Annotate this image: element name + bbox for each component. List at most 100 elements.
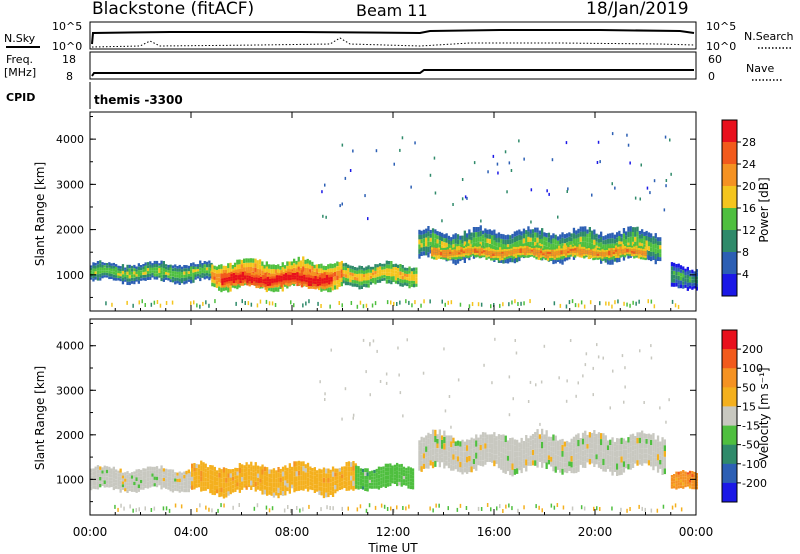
heatmap-cell xyxy=(155,473,159,477)
heatmap-cell xyxy=(484,228,487,233)
heatmap-cell xyxy=(386,479,390,483)
heatmap-cell xyxy=(313,264,316,269)
heatmap-cell xyxy=(393,162,395,166)
heatmap-cell xyxy=(637,247,640,250)
heatmap-cell xyxy=(593,454,596,461)
heatmap-cell xyxy=(187,271,190,274)
heatmap-cell xyxy=(566,451,569,458)
heatmap-cell xyxy=(603,251,606,254)
heatmap-cell xyxy=(213,481,216,486)
heatmap-cell xyxy=(554,448,557,455)
heatmap-cell xyxy=(90,270,93,273)
heatmap-cell xyxy=(554,460,557,467)
heatmap-cell xyxy=(408,284,411,289)
heatmap-cell xyxy=(300,485,303,491)
heatmap-cell xyxy=(257,272,260,276)
heatmap-cell xyxy=(543,344,546,348)
heatmap-cell xyxy=(611,456,614,463)
heatmap-cell xyxy=(361,486,365,490)
colorbar-tick-label: -15 xyxy=(742,420,760,433)
heatmap-cell xyxy=(572,467,576,474)
heatmap-cell xyxy=(247,262,250,267)
heatmap-cell xyxy=(101,467,104,471)
heatmap-cell xyxy=(518,139,520,143)
heatmap-cell xyxy=(529,455,532,461)
heatmap-cell xyxy=(151,476,154,480)
heatmap-cell xyxy=(142,471,145,476)
heatmap-cell xyxy=(588,437,591,443)
heatmap-cell xyxy=(126,489,129,493)
heatmap-cell xyxy=(465,253,468,256)
heatmap-cell xyxy=(579,442,582,447)
heatmap-cell xyxy=(306,467,310,473)
heatmap-cell xyxy=(356,280,359,284)
heatmap-cell xyxy=(192,265,195,270)
heatmap-cell xyxy=(94,276,97,280)
heatmap-cell xyxy=(589,252,593,255)
heatmap-cell xyxy=(520,301,522,306)
heatmap-cell xyxy=(614,245,618,248)
heatmap-cell xyxy=(636,449,639,455)
heatmap-cell xyxy=(652,451,655,458)
heatmap-cell xyxy=(438,442,441,449)
heatmap-cell xyxy=(99,473,102,477)
heatmap-cell xyxy=(610,257,613,260)
heatmap-cell xyxy=(571,250,575,253)
heatmap-cell xyxy=(517,246,520,249)
heatmap-cell xyxy=(392,264,395,268)
heatmap-cell xyxy=(371,470,374,474)
heatmap-cell xyxy=(271,301,274,306)
heatmap-cell xyxy=(466,237,469,242)
heatmap-cell xyxy=(269,276,272,279)
heatmap-cell xyxy=(511,243,514,249)
heatmap-cell xyxy=(180,504,183,509)
heatmap-cell xyxy=(130,271,134,275)
heatmap-cell xyxy=(458,250,461,253)
heatmap-cell xyxy=(443,436,446,444)
heatmap-cell xyxy=(176,277,179,281)
heatmap-cell xyxy=(451,249,454,252)
heatmap-cell xyxy=(518,460,521,466)
heatmap-cell xyxy=(121,475,125,479)
heatmap-cell xyxy=(600,445,603,452)
heatmap-cell xyxy=(288,468,291,474)
heatmap-cell xyxy=(435,245,438,248)
heatmap-cell xyxy=(486,503,489,507)
heatmap-cell xyxy=(304,480,307,485)
heatmap-cell xyxy=(625,463,628,469)
heatmap-cell xyxy=(322,477,326,483)
heatmap-cell xyxy=(270,482,273,488)
heatmap-cell xyxy=(479,445,482,451)
heatmap-cell xyxy=(180,274,184,278)
heatmap-cell xyxy=(338,266,341,271)
heatmap-cell xyxy=(133,268,136,272)
heatmap-cell xyxy=(501,249,504,252)
heatmap-cell xyxy=(381,275,384,279)
heatmap-cell xyxy=(494,251,497,254)
heatmap-cell xyxy=(255,274,258,278)
heatmap-cell xyxy=(174,281,177,285)
heatmap-cell xyxy=(627,442,630,448)
heatmap-cell xyxy=(579,447,582,452)
heatmap-cell xyxy=(121,478,125,482)
heatmap-cell xyxy=(673,262,676,267)
heatmap-cell xyxy=(119,476,122,481)
heatmap-cell xyxy=(252,465,255,470)
heatmap-cell xyxy=(517,508,519,513)
heatmap-cell xyxy=(121,277,125,281)
heatmap-cell xyxy=(652,244,655,249)
heatmap-cell xyxy=(165,475,168,479)
heatmap-cell xyxy=(265,271,268,277)
heatmap-cell xyxy=(625,445,628,450)
heatmap-cell xyxy=(577,242,580,247)
heatmap-cell xyxy=(659,249,662,254)
heatmap-cell xyxy=(605,248,609,250)
heatmap-cell xyxy=(691,269,694,273)
heatmap-cell xyxy=(286,471,289,476)
heatmap-cell xyxy=(180,472,184,476)
heatmap-cell xyxy=(259,276,263,279)
heatmap-cell xyxy=(602,465,605,472)
heatmap-cell xyxy=(368,503,371,508)
heatmap-cell xyxy=(462,246,465,248)
